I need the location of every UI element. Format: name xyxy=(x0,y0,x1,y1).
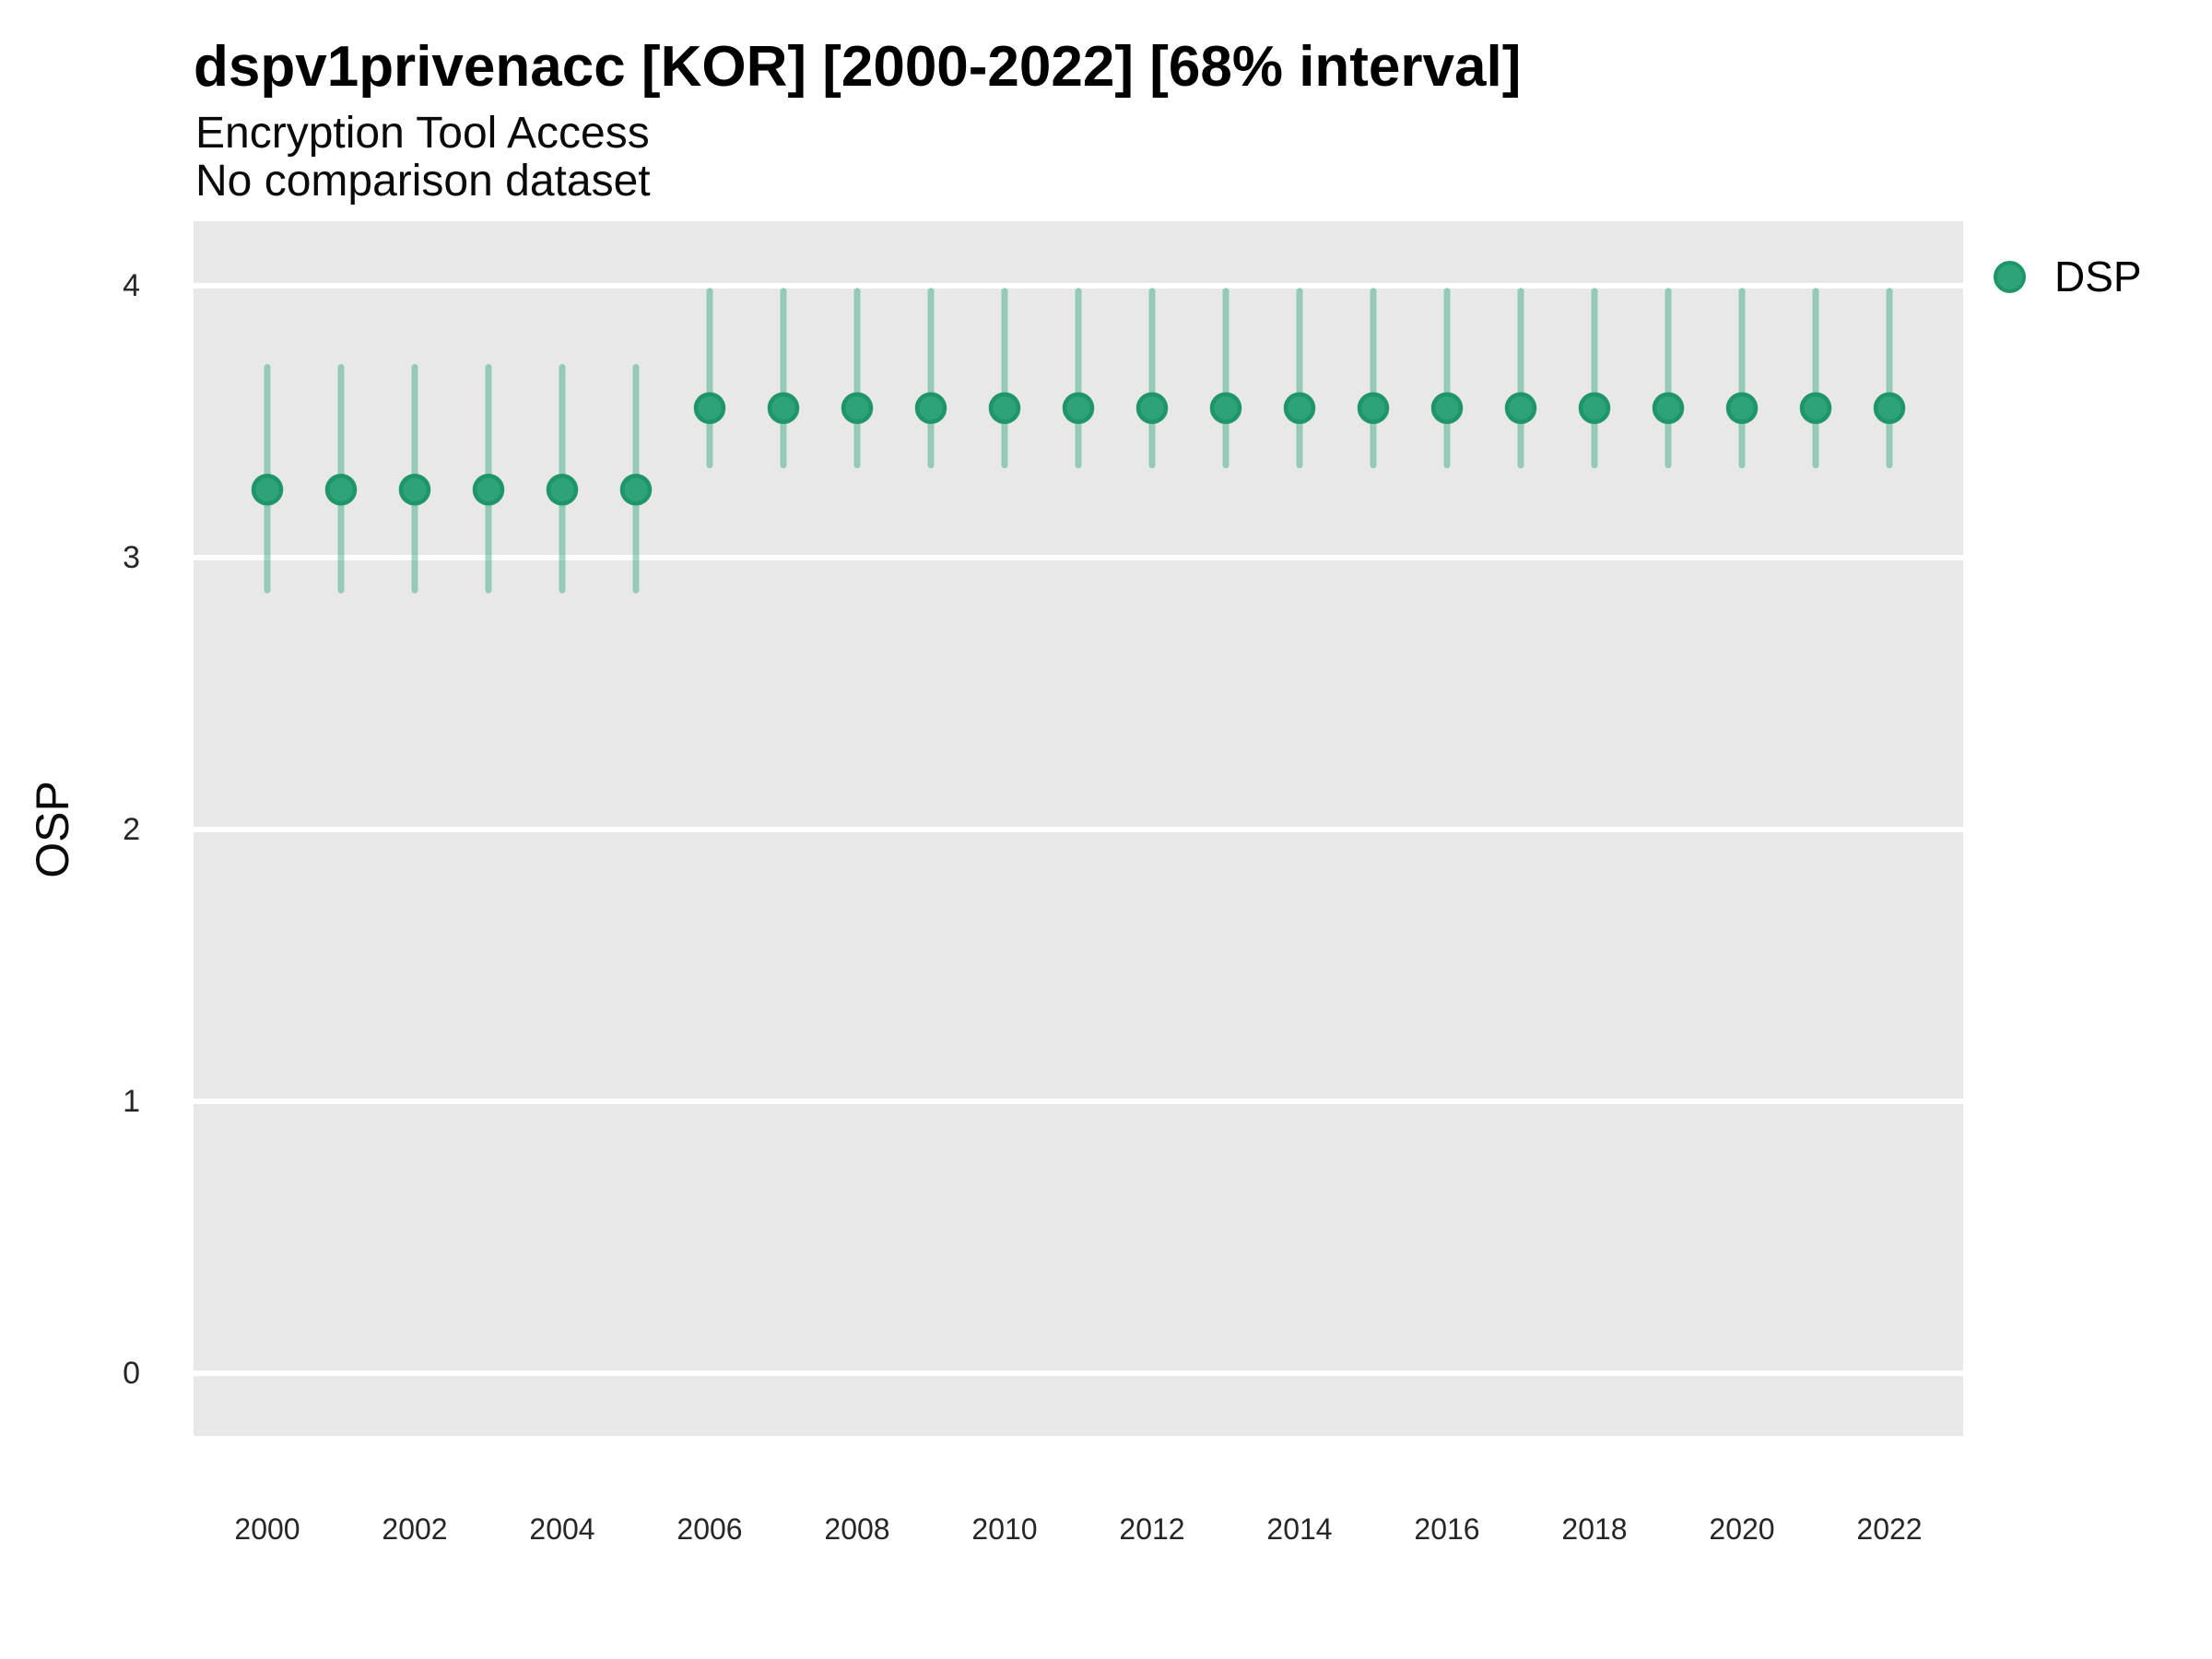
y-tick-label-3: 3 xyxy=(123,540,140,575)
point-2020 xyxy=(1725,392,1759,424)
x-tick-label-2016: 2016 xyxy=(1414,1512,1479,1546)
x-tick-label-2008: 2008 xyxy=(824,1512,889,1546)
point-2009 xyxy=(914,392,947,424)
point-2013 xyxy=(1209,392,1242,424)
chart-title: dspv1privenacc [KOR] [2000-2022] [68% in… xyxy=(194,35,1522,99)
point-2015 xyxy=(1357,392,1390,424)
point-2021 xyxy=(1799,392,1832,424)
point-2006 xyxy=(693,392,726,424)
legend: DSP xyxy=(1994,255,2142,298)
point-2017 xyxy=(1504,392,1537,424)
x-tick-label-2012: 2012 xyxy=(1119,1512,1184,1546)
x-tick-label-2018: 2018 xyxy=(1561,1512,1627,1546)
legend-dot-icon xyxy=(1994,260,2026,293)
point-2003 xyxy=(472,474,505,506)
point-2000 xyxy=(251,474,284,506)
point-2005 xyxy=(619,474,653,506)
point-2019 xyxy=(1652,392,1685,424)
y-tick-label-4: 4 xyxy=(123,268,140,303)
point-2010 xyxy=(988,392,1021,424)
point-2011 xyxy=(1062,392,1095,424)
x-tick-label-2022: 2022 xyxy=(1856,1512,1922,1546)
point-2018 xyxy=(1578,392,1611,424)
x-tick-label-2004: 2004 xyxy=(529,1512,594,1546)
x-tick-label-2000: 2000 xyxy=(234,1512,300,1546)
y-tick-label-1: 1 xyxy=(123,1084,140,1119)
x-tick-label-2014: 2014 xyxy=(1266,1512,1332,1546)
x-tick-label-2010: 2010 xyxy=(971,1512,1037,1546)
point-2001 xyxy=(324,474,358,506)
x-tick-label-2006: 2006 xyxy=(677,1512,742,1546)
y-tick-label-0: 0 xyxy=(123,1356,140,1391)
point-2008 xyxy=(841,392,874,424)
point-2012 xyxy=(1135,392,1169,424)
point-2022 xyxy=(1873,392,1906,424)
chart-subtitle: Encryption Tool Access xyxy=(195,109,650,158)
x-tick-label-2020: 2020 xyxy=(1709,1512,1774,1546)
point-2007 xyxy=(767,392,800,424)
point-2002 xyxy=(398,474,431,506)
x-tick-label-2002: 2002 xyxy=(382,1512,447,1546)
point-2004 xyxy=(546,474,579,506)
chart-note: No comparison dataset xyxy=(195,157,651,206)
y-tick-label-2: 2 xyxy=(123,812,140,847)
legend-label: DSP xyxy=(2054,253,2142,300)
point-2016 xyxy=(1430,392,1464,424)
point-2014 xyxy=(1283,392,1316,424)
